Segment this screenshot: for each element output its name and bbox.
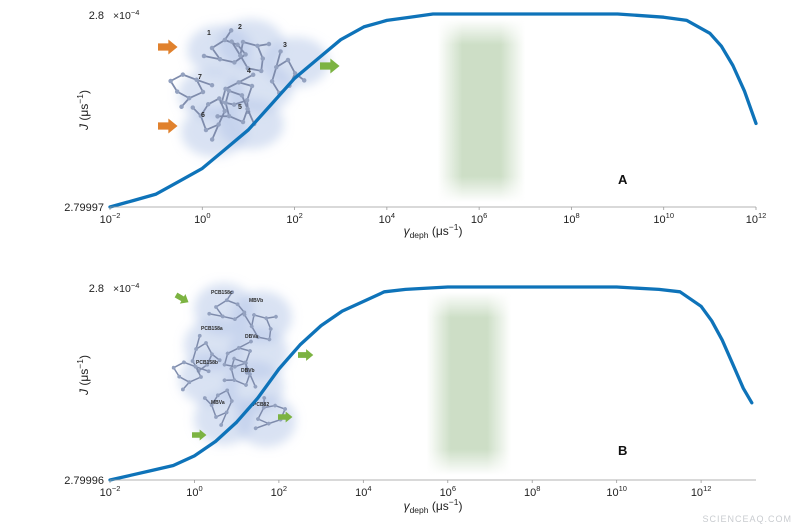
panel-b-chart: PCB158c MBVb PCB158a DBVa PCB158b DBVb MBVa PCB… [64, 281, 756, 499]
molecule-label: DBVa [245, 334, 258, 340]
panel-letter: A [618, 172, 628, 187]
x-tick-label: 106 [440, 484, 456, 499]
dephasing-highlight-band [437, 19, 526, 202]
protein-blob [178, 19, 329, 157]
x-axis-label-symbol: γ [403, 499, 410, 513]
molecule-label: DBVb [241, 368, 255, 374]
y-axis-label-unit: (μs [77, 103, 91, 124]
molecule-label: MBVa [211, 400, 225, 406]
x-tick-label: 104 [355, 484, 371, 499]
flux-curve [108, 12, 758, 209]
panel-a: 1 2 3 4 7 5 6 10−2 100 102 104 106 108 1010 1012 2.8 2.7… [64, 8, 767, 240]
molecule-label: PCB82 [253, 402, 269, 408]
molecule-label: 4 [247, 68, 251, 75]
watermark: SCIENCEAQ.COM [702, 514, 792, 524]
molecule-label: MBVb [249, 298, 263, 304]
green-transport-arrow [320, 58, 340, 74]
chromophore-molecule [168, 72, 215, 109]
chromophore-molecule [222, 356, 258, 389]
y-tick-label-top: 2.8 [89, 283, 104, 295]
molecule-label: 1 [207, 30, 211, 37]
molecule-label: 3 [283, 42, 287, 49]
chromophore-molecule [207, 290, 247, 322]
y-axis-label-symbol: J [77, 388, 91, 395]
flux-curve [108, 285, 754, 482]
dephasing-highlight-band [426, 292, 512, 475]
chromophore-molecule [171, 360, 211, 392]
x-axis-label-unit: (μs [428, 499, 449, 513]
y-scale-label: ×10−4 [113, 8, 139, 22]
x-tick-label: 104 [379, 211, 395, 226]
y-tick-label-bottom: 2.79996 [64, 475, 104, 487]
green-transport-arrow [174, 292, 189, 304]
molecule-label: PCB158a [201, 326, 223, 332]
x-tick-label: 108 [563, 211, 579, 226]
x-axis-label-unit: (μs [428, 224, 449, 238]
x-tick-label: 1012 [691, 484, 712, 499]
x-axis-label-subscript: deph [409, 505, 429, 515]
orange-transport-arrow [158, 39, 178, 55]
x-tick-label: 1010 [653, 211, 674, 226]
x-axis-label-exponent: −1 [448, 222, 459, 232]
x-tick-label: 100 [186, 484, 202, 499]
x-axis-label-subscript: deph [409, 230, 429, 240]
x-axis-label: γdeph (μs−1) [403, 497, 463, 515]
y-scale-label: ×10−4 [113, 281, 139, 295]
y-axis-label-exponent: −1 [75, 359, 85, 369]
x-axis-label-symbol: γ [403, 224, 410, 238]
molecule-label: 2 [238, 24, 242, 31]
y-axis-label: J (μs−1) [75, 355, 91, 395]
chromophore-molecule [190, 96, 227, 142]
y-tick-label-bottom: 2.79997 [64, 202, 104, 214]
x-tick-label: 106 [471, 211, 487, 226]
panel-b: PCB158c MBVb PCB158a DBVa PCB158b DBVb MBVa PCB… [0, 265, 800, 530]
y-axis-label: J (μs−1) [75, 90, 91, 130]
chromophore-molecule [202, 388, 234, 427]
x-tick-label: 10−2 [100, 484, 121, 499]
chromophore-molecule [242, 312, 278, 342]
molecule-label: 5 [238, 104, 242, 111]
y-axis-label-symbol: J [77, 123, 91, 130]
panel-letter: B [618, 443, 628, 458]
x-tick-label: 10−2 [100, 211, 121, 226]
x-tick-label: 102 [286, 211, 302, 226]
chromophore-molecule [229, 39, 272, 74]
green-transport-arrow [278, 411, 293, 423]
panel-a-chart: 1 2 3 4 7 5 6 10−2 100 102 104 106 108 1010 1012 2.8 2.7… [64, 8, 767, 226]
orange-transport-arrow [158, 118, 178, 134]
x-tick-label: 100 [194, 211, 210, 226]
x-axis-label-close: ) [458, 224, 463, 238]
x-axis-label-exponent: −1 [448, 497, 459, 507]
chromophore-molecule [222, 339, 253, 375]
y-tick-label-top: 2.8 [89, 10, 104, 22]
y-axis-label-unit: (μs [77, 368, 91, 389]
molecule-label: PCB158b [196, 360, 218, 366]
x-tick-label: 1012 [746, 211, 767, 226]
x-axis-label-close: ) [458, 499, 463, 513]
green-transport-arrow [298, 349, 314, 361]
x-tick-label: 1010 [606, 484, 627, 499]
molecule-label: 6 [201, 112, 205, 119]
y-axis-label-exponent: −1 [75, 94, 85, 104]
x-axis-label: γdeph (μs−1) [403, 222, 463, 240]
molecule-label: PCB158c [211, 290, 233, 296]
x-tick-label: 108 [524, 484, 540, 499]
molecule-label: 7 [198, 74, 202, 81]
x-tick-label: 102 [271, 484, 287, 499]
green-transport-arrow [192, 429, 207, 441]
